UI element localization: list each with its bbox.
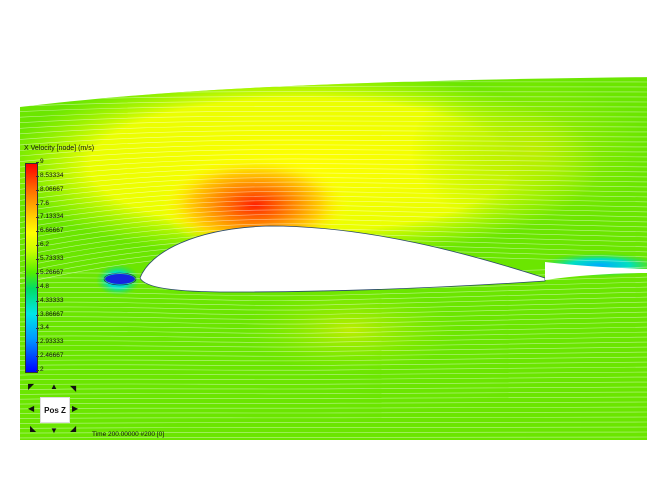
flap-wake-channel (545, 262, 647, 280)
legend-tick-label: 6.66667 (36, 227, 64, 235)
legend-tick-label: 3.4 (35, 324, 50, 332)
velocity-contour (20, 72, 650, 440)
orientation-widget[interactable]: ◤ ▲ ◥ ◀ ▶ ◣ ▼ ◢ Pos Z (28, 383, 80, 435)
color-legend-bar (25, 163, 38, 373)
streamline (20, 406, 647, 410)
legend-tick-label: 5.26667 (36, 268, 64, 276)
view-pos-z-button[interactable]: Pos Z (40, 397, 70, 423)
streamline (20, 351, 647, 357)
streamline (20, 426, 647, 429)
streamline (20, 421, 647, 424)
legend-tick-label: 6.2 (35, 241, 50, 249)
streamline (20, 191, 647, 212)
streamline (20, 181, 647, 201)
streamline (20, 101, 647, 107)
streamline (20, 115, 647, 123)
legend-tick-label: 8.06667 (36, 185, 64, 193)
streamline (20, 195, 647, 218)
rotate-down-left-icon[interactable]: ◣ (30, 424, 37, 433)
streamline (20, 149, 647, 162)
streamline (20, 416, 647, 419)
airfoil-main (139, 225, 546, 293)
rotate-down-right-icon[interactable]: ◢ (70, 424, 77, 433)
streamline (20, 153, 647, 168)
streamline (20, 436, 647, 439)
streamline (20, 110, 647, 118)
legend-tick-label: 2.93333 (36, 338, 64, 346)
legend-tick-label: 7.6 (35, 199, 50, 207)
streamline (20, 144, 647, 157)
streamline (20, 431, 647, 434)
streamline (20, 331, 647, 339)
streamline (20, 341, 647, 348)
streamline (20, 356, 647, 362)
streamline (20, 386, 647, 390)
streamline (20, 186, 647, 207)
streamline (20, 134, 647, 146)
time-readout: Time 200.00000 #200 [0] (92, 431, 165, 438)
streamline (20, 376, 647, 381)
legend-title: X Velocity [node] (m/s) (24, 145, 95, 152)
streamline (20, 120, 647, 129)
streamline (20, 396, 647, 400)
streamline (20, 96, 647, 101)
streamline (20, 167, 647, 185)
streamline (20, 130, 647, 140)
streamline (20, 125, 647, 135)
streamline (20, 366, 647, 371)
streamline (20, 361, 647, 366)
legend-tick-label: 2.46667 (36, 352, 64, 360)
rotate-up-left-icon[interactable]: ◤ (28, 382, 35, 391)
streamline (20, 371, 647, 376)
streamline (20, 316, 647, 325)
streamline (20, 77, 647, 79)
streamline (20, 204, 647, 229)
streamline (20, 72, 650, 73)
rotate-right-icon[interactable]: ▶ (72, 404, 79, 413)
legend-tick-label: 7.13334 (36, 213, 64, 221)
streamline (20, 391, 647, 395)
streamline (20, 177, 647, 196)
legend-tick-label: 9 (36, 158, 44, 165)
legend-tick-label: 4.8 (35, 282, 50, 290)
legend-tick-label: 3.86667 (36, 310, 64, 318)
streamline (20, 158, 647, 173)
streamline (20, 411, 647, 414)
legend-tick-label: 4.33333 (36, 296, 64, 304)
slat-element (105, 274, 135, 284)
streamline (20, 381, 647, 385)
streamline (20, 321, 647, 329)
streamline (20, 139, 647, 151)
streamline (20, 346, 647, 352)
streamline (20, 326, 647, 334)
streamline (20, 105, 647, 112)
legend-tick-label: 5.73333 (36, 255, 64, 263)
streamline (20, 336, 647, 343)
rotate-down-icon[interactable]: ▼ (50, 426, 58, 435)
streamline (20, 200, 647, 223)
legend-tick-label: 2 (36, 366, 44, 373)
rotate-up-right-icon[interactable]: ◥ (70, 384, 77, 393)
streamline (20, 401, 647, 405)
legend-tick-label: 8.53334 (36, 171, 64, 179)
rotate-left-icon[interactable]: ◀ (28, 404, 35, 413)
streamline (20, 163, 647, 179)
slat-outline (103, 272, 137, 286)
rotate-up-icon[interactable]: ▲ (50, 382, 58, 391)
streamline (20, 172, 647, 190)
